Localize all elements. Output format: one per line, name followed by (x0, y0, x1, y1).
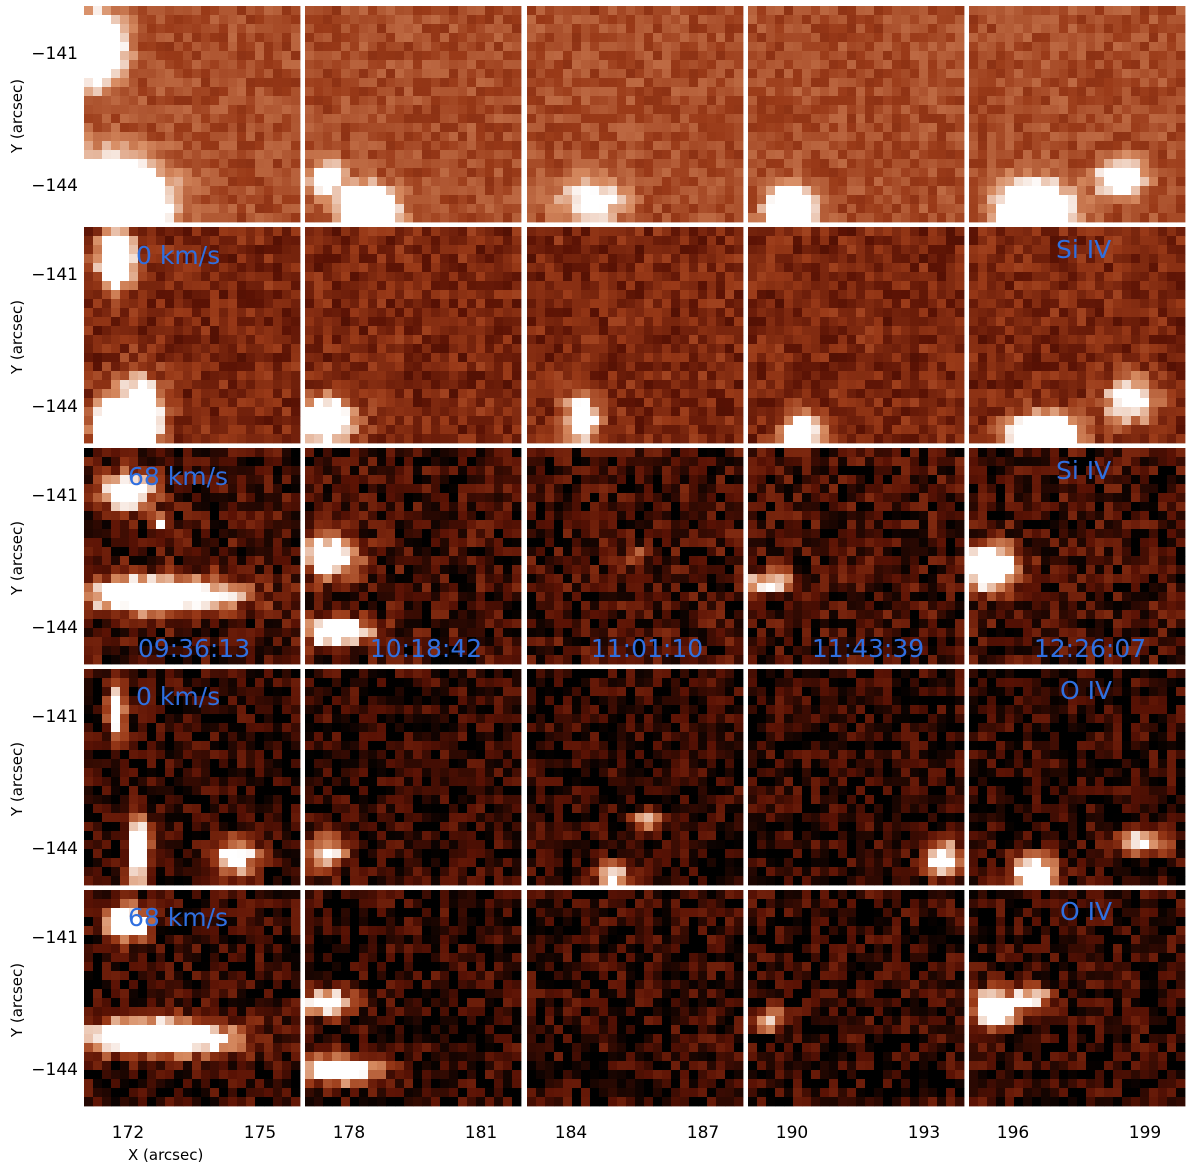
panel-image-r2-c3 (527, 227, 744, 444)
panel-image-r1-c5 (969, 6, 1186, 223)
panel-image-r5-c3 (527, 890, 744, 1107)
panel-image-r4-c3 (527, 669, 744, 886)
y-axis-title-row-3: Y (arcsec) (8, 521, 26, 596)
panel-image-r3-c1 (84, 448, 301, 665)
y-axis-titles: Y (arcsec) Y (arcsec) Y (arcsec) Y (arcs… (8, 79, 26, 1038)
panel-image-r3-c5 (969, 448, 1186, 665)
panel-image-r4-c5 (969, 669, 1186, 886)
y-tick-labels: −141 −144 −141 −144 −141 −144 −141 −144 … (31, 44, 78, 1080)
panel-grid (84, 6, 1186, 1107)
velocity-label-row-3: 68 km/s (128, 462, 228, 491)
time-label-col-1: 09:36:13 (138, 634, 250, 663)
panel-image-r3-c4 (748, 448, 965, 665)
panel-image-r4-c2 (305, 669, 522, 886)
time-label-col-3: 11:01:10 (591, 634, 703, 663)
panel-image-r4-c4 (748, 669, 965, 886)
x-tick-labels: 172 175 178 181 184 187 190 193 196 199 (112, 1123, 1161, 1143)
x-tick-label-c4-right: 193 (908, 1123, 940, 1143)
panel-image-r3-c3 (527, 448, 744, 665)
line-label-row-2: Si IV (1056, 235, 1111, 264)
time-label-col-5: 12:26:07 (1034, 634, 1146, 663)
panel-image-r4-c1 (84, 669, 301, 886)
panel-image-r1-c4 (748, 6, 965, 223)
panel-image-r2-c5 (969, 227, 1186, 444)
y-tick-label-row-4-top: −141 (31, 707, 78, 727)
y-axis-title-row-2: Y (arcsec) (8, 300, 26, 375)
y-tick-label-row-3-bottom: −144 (31, 618, 78, 638)
panel-image-r5-c4 (748, 890, 965, 1107)
x-tick-label-c5-right: 199 (1129, 1123, 1161, 1143)
x-tick-label-c4-left: 190 (776, 1123, 808, 1143)
y-axis-title-row-1: Y (arcsec) (8, 79, 26, 154)
x-tick-label-c3-right: 187 (687, 1123, 719, 1143)
y-tick-label-row-4-bottom: −144 (31, 839, 78, 859)
x-tick-label-c2-right: 181 (465, 1123, 497, 1143)
x-tick-label-c5-left: 196 (997, 1123, 1029, 1143)
panel-image-r5-c2 (305, 890, 522, 1107)
y-tick-label-row-3-top: −141 (31, 486, 78, 506)
overlay-labels: 0 km/s Si IV 68 km/s Si IV 0 km/s O IV 6… (128, 235, 1146, 932)
velocity-label-row-5: 68 km/s (128, 903, 228, 932)
panel-image-r2-c2 (305, 227, 522, 444)
panel-image-r3-c2 (305, 448, 522, 665)
x-tick-label-c3-left: 184 (555, 1123, 587, 1143)
y-axis-title-row-4: Y (arcsec) (8, 742, 26, 817)
panel-image-r1-c2 (305, 6, 522, 223)
y-axis-title-row-5: Y (arcsec) (8, 963, 26, 1038)
x-axis-title: X (arcsec) (128, 1146, 203, 1164)
panel-image-r1-c1 (84, 6, 301, 223)
line-label-row-5: O IV (1060, 897, 1112, 926)
panel-image-r5-c5 (969, 890, 1186, 1107)
panel-image-r2-c4 (748, 227, 965, 444)
y-tick-label-row-5-bottom: −144 (31, 1060, 78, 1080)
x-tick-label-c2-left: 178 (333, 1123, 365, 1143)
velocity-label-row-4: 0 km/s (136, 682, 220, 711)
velocity-label-row-2: 0 km/s (136, 241, 220, 270)
x-tick-label-c1-left: 172 (112, 1123, 144, 1143)
panel-image-r5-c1 (84, 890, 301, 1107)
y-tick-label-row-1-top: −141 (31, 44, 78, 64)
line-label-row-4: O IV (1060, 676, 1112, 705)
x-tick-label-c1-right: 175 (244, 1123, 276, 1143)
y-tick-label-row-5-top: −141 (31, 928, 78, 948)
panel-image-r1-c3 (527, 6, 744, 223)
y-tick-label-row-2-top: −141 (31, 265, 78, 285)
time-label-col-4: 11:43:39 (812, 634, 924, 663)
y-tick-label-row-1-bottom: −144 (31, 176, 78, 196)
panel-image-r2-c1 (84, 227, 301, 444)
time-label-col-2: 10:18:42 (370, 634, 482, 663)
y-tick-label-row-2-bottom: −144 (31, 397, 78, 417)
line-label-row-3: Si IV (1056, 456, 1111, 485)
